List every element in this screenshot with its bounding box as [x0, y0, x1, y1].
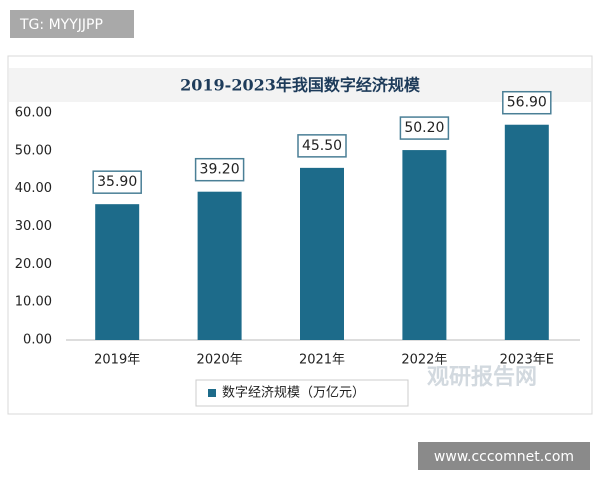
value-label: 50.20 [404, 120, 444, 136]
value-label-box [92, 170, 142, 194]
x-tick-label: 2022年 [401, 353, 447, 368]
value-label: 56.90 [507, 95, 547, 111]
value-label-box [194, 157, 245, 182]
site-text: www.cccomnet.com [434, 449, 574, 465]
value-label: 35.90 [97, 174, 137, 190]
tag-text: TG: MYYJJPP [19, 17, 103, 33]
y-tick-label: 60.00 [15, 106, 52, 121]
title-band [9, 68, 591, 102]
bar [402, 150, 447, 340]
watermark: 观研报告网 [427, 365, 537, 390]
legend-label: 数字经济规模（万亿元） [222, 386, 365, 401]
legend-box [195, 379, 409, 407]
bar [95, 204, 140, 340]
value-label-box [297, 134, 347, 158]
legend-swatch [208, 389, 216, 397]
value-label: 39.20 [200, 162, 240, 178]
x-tick-label: 2021年 [299, 353, 345, 368]
y-tick-label: 50.00 [15, 143, 52, 158]
tag-box [10, 10, 134, 38]
x-tick-label: 2019年 [94, 353, 140, 368]
y-tick-label: 40.00 [15, 181, 52, 196]
y-tick-label: 30.00 [15, 219, 52, 234]
value-label: 45.50 [302, 138, 342, 154]
x-tick-label: 2023年E [500, 353, 554, 368]
bar [300, 167, 344, 340]
value-label-box [399, 116, 450, 140]
value-label-box [502, 90, 552, 115]
y-tick-label: 20.00 [15, 257, 52, 272]
chart-title: 2019-2023年我国数字经济规模 [180, 76, 421, 95]
bar [197, 191, 242, 340]
y-tick-label: 10.00 [15, 295, 52, 310]
y-tick-label: 0.00 [23, 333, 52, 348]
bar [504, 124, 549, 340]
site-box [418, 442, 590, 470]
x-tick-label: 2020年 [197, 353, 243, 368]
